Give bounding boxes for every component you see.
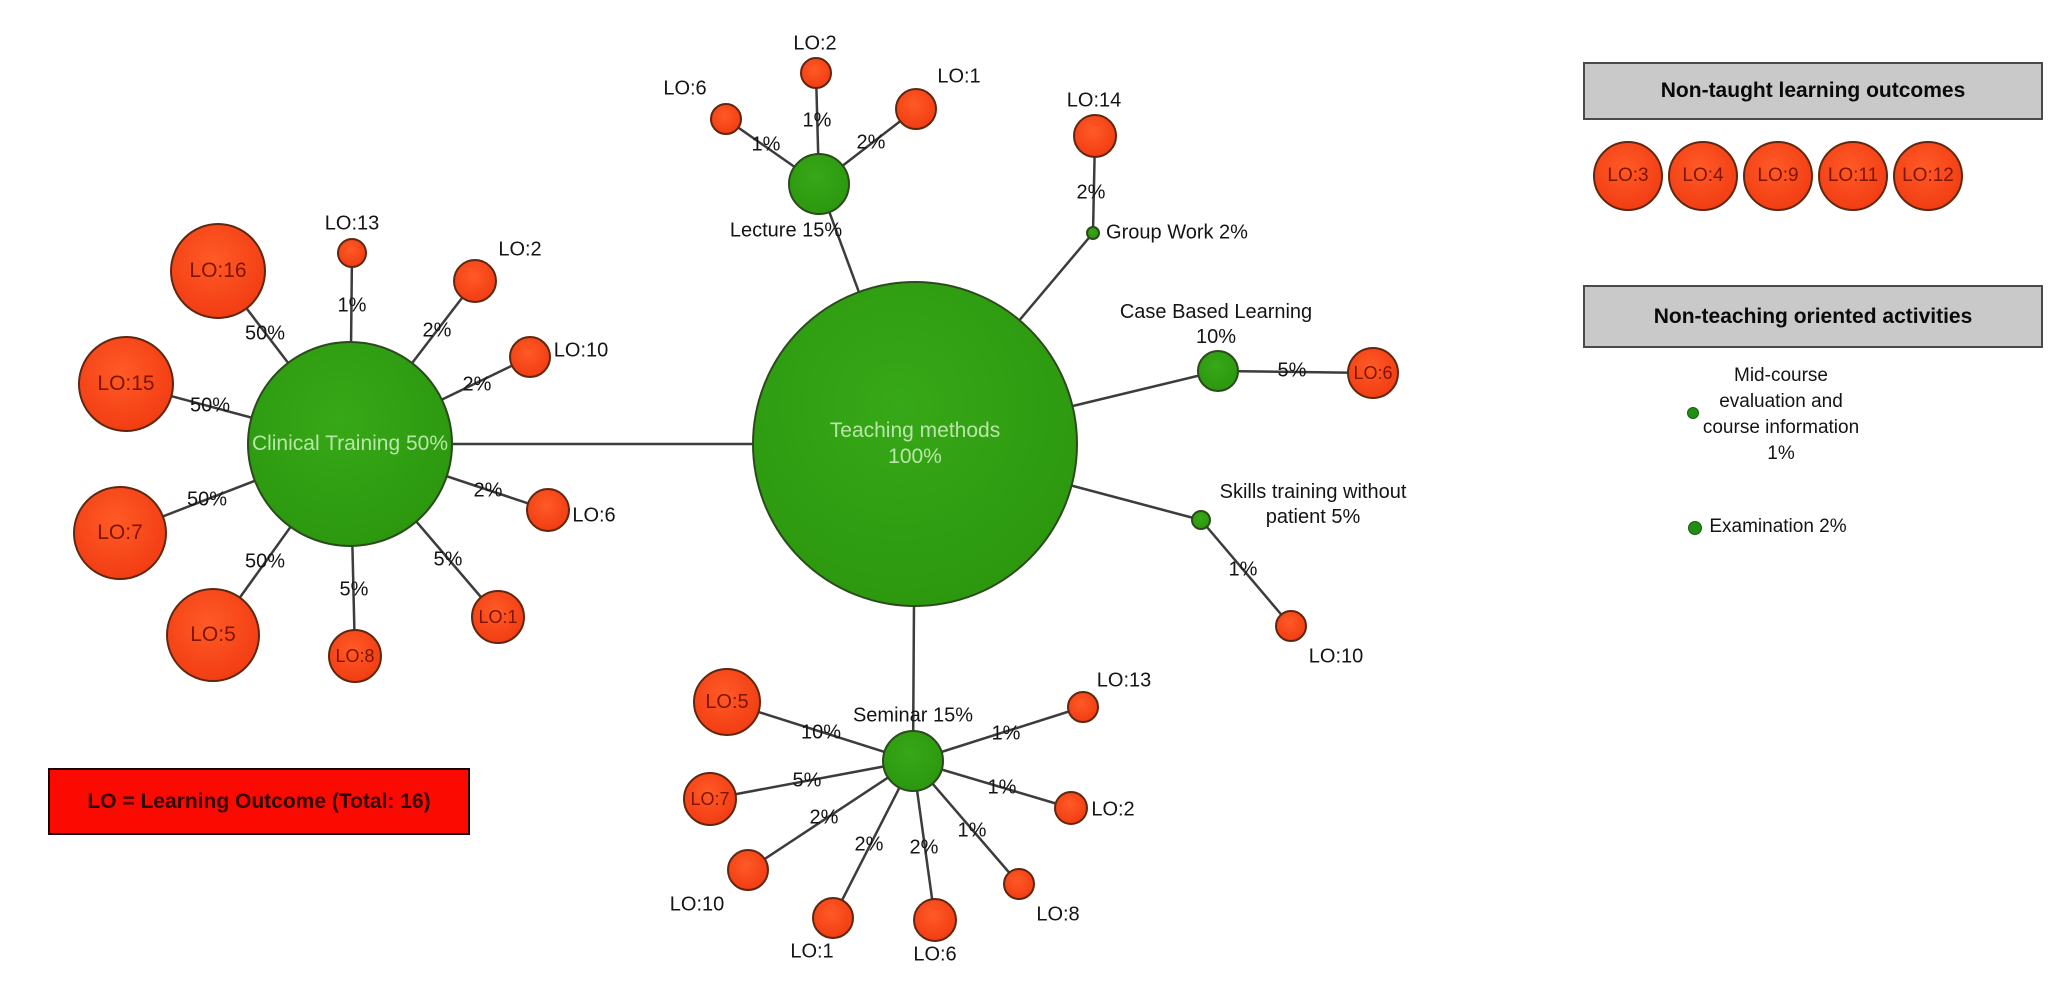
node-sem-lo10: [727, 849, 769, 891]
edge-label-clinical-cl-lo2: 2%: [422, 319, 452, 342]
edge-label-clinical-cl-lo1: 5%: [433, 548, 463, 571]
activity-dot-1: [1688, 521, 1702, 535]
edge-label-clinical-cl-lo16: 50%: [244, 322, 286, 345]
node-sem-lo13: [1067, 691, 1099, 723]
node-cbl-lo6: LO:6: [1347, 347, 1399, 399]
label-cl-lo10: LO:10: [553, 339, 609, 362]
edge-label-clinical-cl-lo15: 50%: [189, 394, 231, 417]
node-cl-lo2: [453, 259, 497, 303]
node-gw-lo14: [1073, 114, 1117, 158]
node-cbl: [1197, 350, 1239, 392]
label-sem-lo2: LO:2: [1091, 798, 1135, 821]
label-cl-lo13: LO:13: [324, 212, 380, 235]
edge-label-clinical-cl-lo8: 5%: [339, 578, 369, 601]
activity-label-0: Mid-course evaluation and course informati…: [1702, 365, 1860, 464]
node-lec-lo2: [800, 57, 832, 89]
node-cl-lo7: LO:7: [73, 486, 167, 580]
edge-label-seminar-sem-lo8: 1%: [957, 819, 987, 842]
edge-label-clinical-cl-lo6: 2%: [473, 479, 503, 502]
non-taught-outcome-lo-9: LO:9: [1743, 141, 1813, 211]
edge-label-clinical-cl-lo7: 50%: [186, 488, 228, 511]
label-lec-lo2: LO:2: [793, 32, 837, 55]
label-groupwork: Group Work 2%: [1106, 221, 1248, 244]
node-sem-lo5: LO:5: [693, 668, 761, 736]
label-sem-lo6: LO:6: [913, 943, 957, 966]
label-sem-lo8: LO:8: [1036, 903, 1080, 926]
edge-label-seminar-sem-lo5: 10%: [800, 721, 842, 744]
node-skills: [1191, 510, 1211, 530]
non-teaching-header-box: Non-teaching oriented activities: [1583, 285, 2043, 348]
label-cbl: Case Based Learning 10%: [1119, 301, 1313, 348]
node-cl-lo13: [337, 238, 367, 268]
label-gw-lo14: LO:14: [1066, 89, 1122, 112]
node-cl-lo10: [509, 336, 551, 378]
node-cl-lo16: LO:16: [170, 223, 266, 319]
edge-label-seminar-sem-lo6: 2%: [909, 836, 939, 859]
node-sem-lo7: LO:7: [683, 772, 737, 826]
label-seminar: Seminar 15%: [852, 704, 974, 727]
node-sem-lo2: [1054, 791, 1088, 825]
non-taught-outcome-lo-3: LO:3: [1593, 141, 1663, 211]
node-cl-lo6: [526, 488, 570, 532]
edge-label-lecture-lec-lo2: 1%: [802, 109, 832, 132]
node-groupwork: [1086, 226, 1100, 240]
node-sem-lo6: [913, 898, 957, 942]
edge-label-cbl-cbl-lo6: 5%: [1277, 359, 1307, 382]
non-teaching-title: Non-teaching oriented activities: [1653, 304, 1973, 328]
node-sk-lo10: [1275, 610, 1307, 642]
non-taught-header-box: Non-taught learning outcomes: [1583, 62, 2043, 120]
edge-label-lecture-lec-lo1: 2%: [856, 131, 886, 154]
edge-seminar-sem-lo10: [747, 759, 914, 872]
edge-skills-sk-lo10: [1200, 519, 1292, 627]
non-taught-outcome-lo-11: LO:11: [1818, 141, 1888, 211]
activity-dot-0: [1687, 407, 1699, 419]
node-teaching: Teaching methods 100%: [752, 281, 1078, 607]
label-lec-lo6: LO:6: [663, 77, 707, 100]
label-sem-lo1: LO:1: [790, 940, 834, 963]
node-sem-lo8: [1003, 868, 1035, 900]
edge-label-clinical-cl-lo5: 50%: [244, 550, 286, 573]
label-lec-lo1: LO:1: [937, 65, 981, 88]
node-cl-lo15: LO:15: [78, 336, 174, 432]
legend-text: LO = Learning Outcome (Total: 16): [87, 789, 431, 813]
node-seminar: [882, 730, 944, 792]
node-clinical: Clinical Training 50%: [247, 341, 453, 547]
label-cl-lo6: LO:6: [572, 504, 616, 527]
activity-label-1: Examination 2%: [1709, 516, 1847, 537]
edge-label-seminar-sem-lo1: 2%: [854, 833, 884, 856]
label-skills: Skills training without patient 5%: [1219, 481, 1407, 528]
node-cl-lo1: LO:1: [471, 590, 525, 644]
edge-label-seminar-sem-lo7: 5%: [792, 769, 822, 792]
non-taught-outcome-lo-12: LO:12: [1893, 141, 1963, 211]
legend-box: LO = Learning Outcome (Total: 16): [48, 768, 470, 835]
node-lec-lo6: [710, 103, 742, 135]
non-taught-title: Non-taught learning outcomes: [1660, 79, 1966, 102]
edge-label-clinical-cl-lo13: 1%: [337, 294, 367, 317]
node-cl-lo5: LO:5: [166, 588, 260, 682]
non-taught-outcome-lo-4: LO:4: [1668, 141, 1738, 211]
label-cl-lo2: LO:2: [498, 238, 542, 261]
edge-seminar-sem-lo7: [709, 759, 914, 801]
node-sem-lo1: [812, 897, 854, 939]
edge-label-seminar-sem-lo13: 1%: [991, 722, 1021, 745]
label-lecture: Lecture 15%: [729, 219, 843, 242]
edge-label-clinical-cl-lo10: 2%: [462, 373, 492, 396]
node-lec-lo1: [895, 88, 937, 130]
edge-label-lecture-lec-lo6: 1%: [751, 133, 781, 156]
label-sk-lo10: LO:10: [1308, 645, 1364, 668]
edge-label-seminar-sem-lo10: 2%: [809, 806, 839, 829]
edge-label-skills-sk-lo10: 1%: [1228, 558, 1258, 581]
node-lecture: [788, 153, 850, 215]
label-sem-lo10: LO:10: [669, 893, 725, 916]
edge-label-groupwork-gw-lo14: 2%: [1076, 181, 1106, 204]
label-sem-lo13: LO:13: [1096, 669, 1152, 692]
node-cl-lo8: LO:8: [328, 629, 382, 683]
edge-label-seminar-sem-lo2: 1%: [987, 776, 1017, 799]
